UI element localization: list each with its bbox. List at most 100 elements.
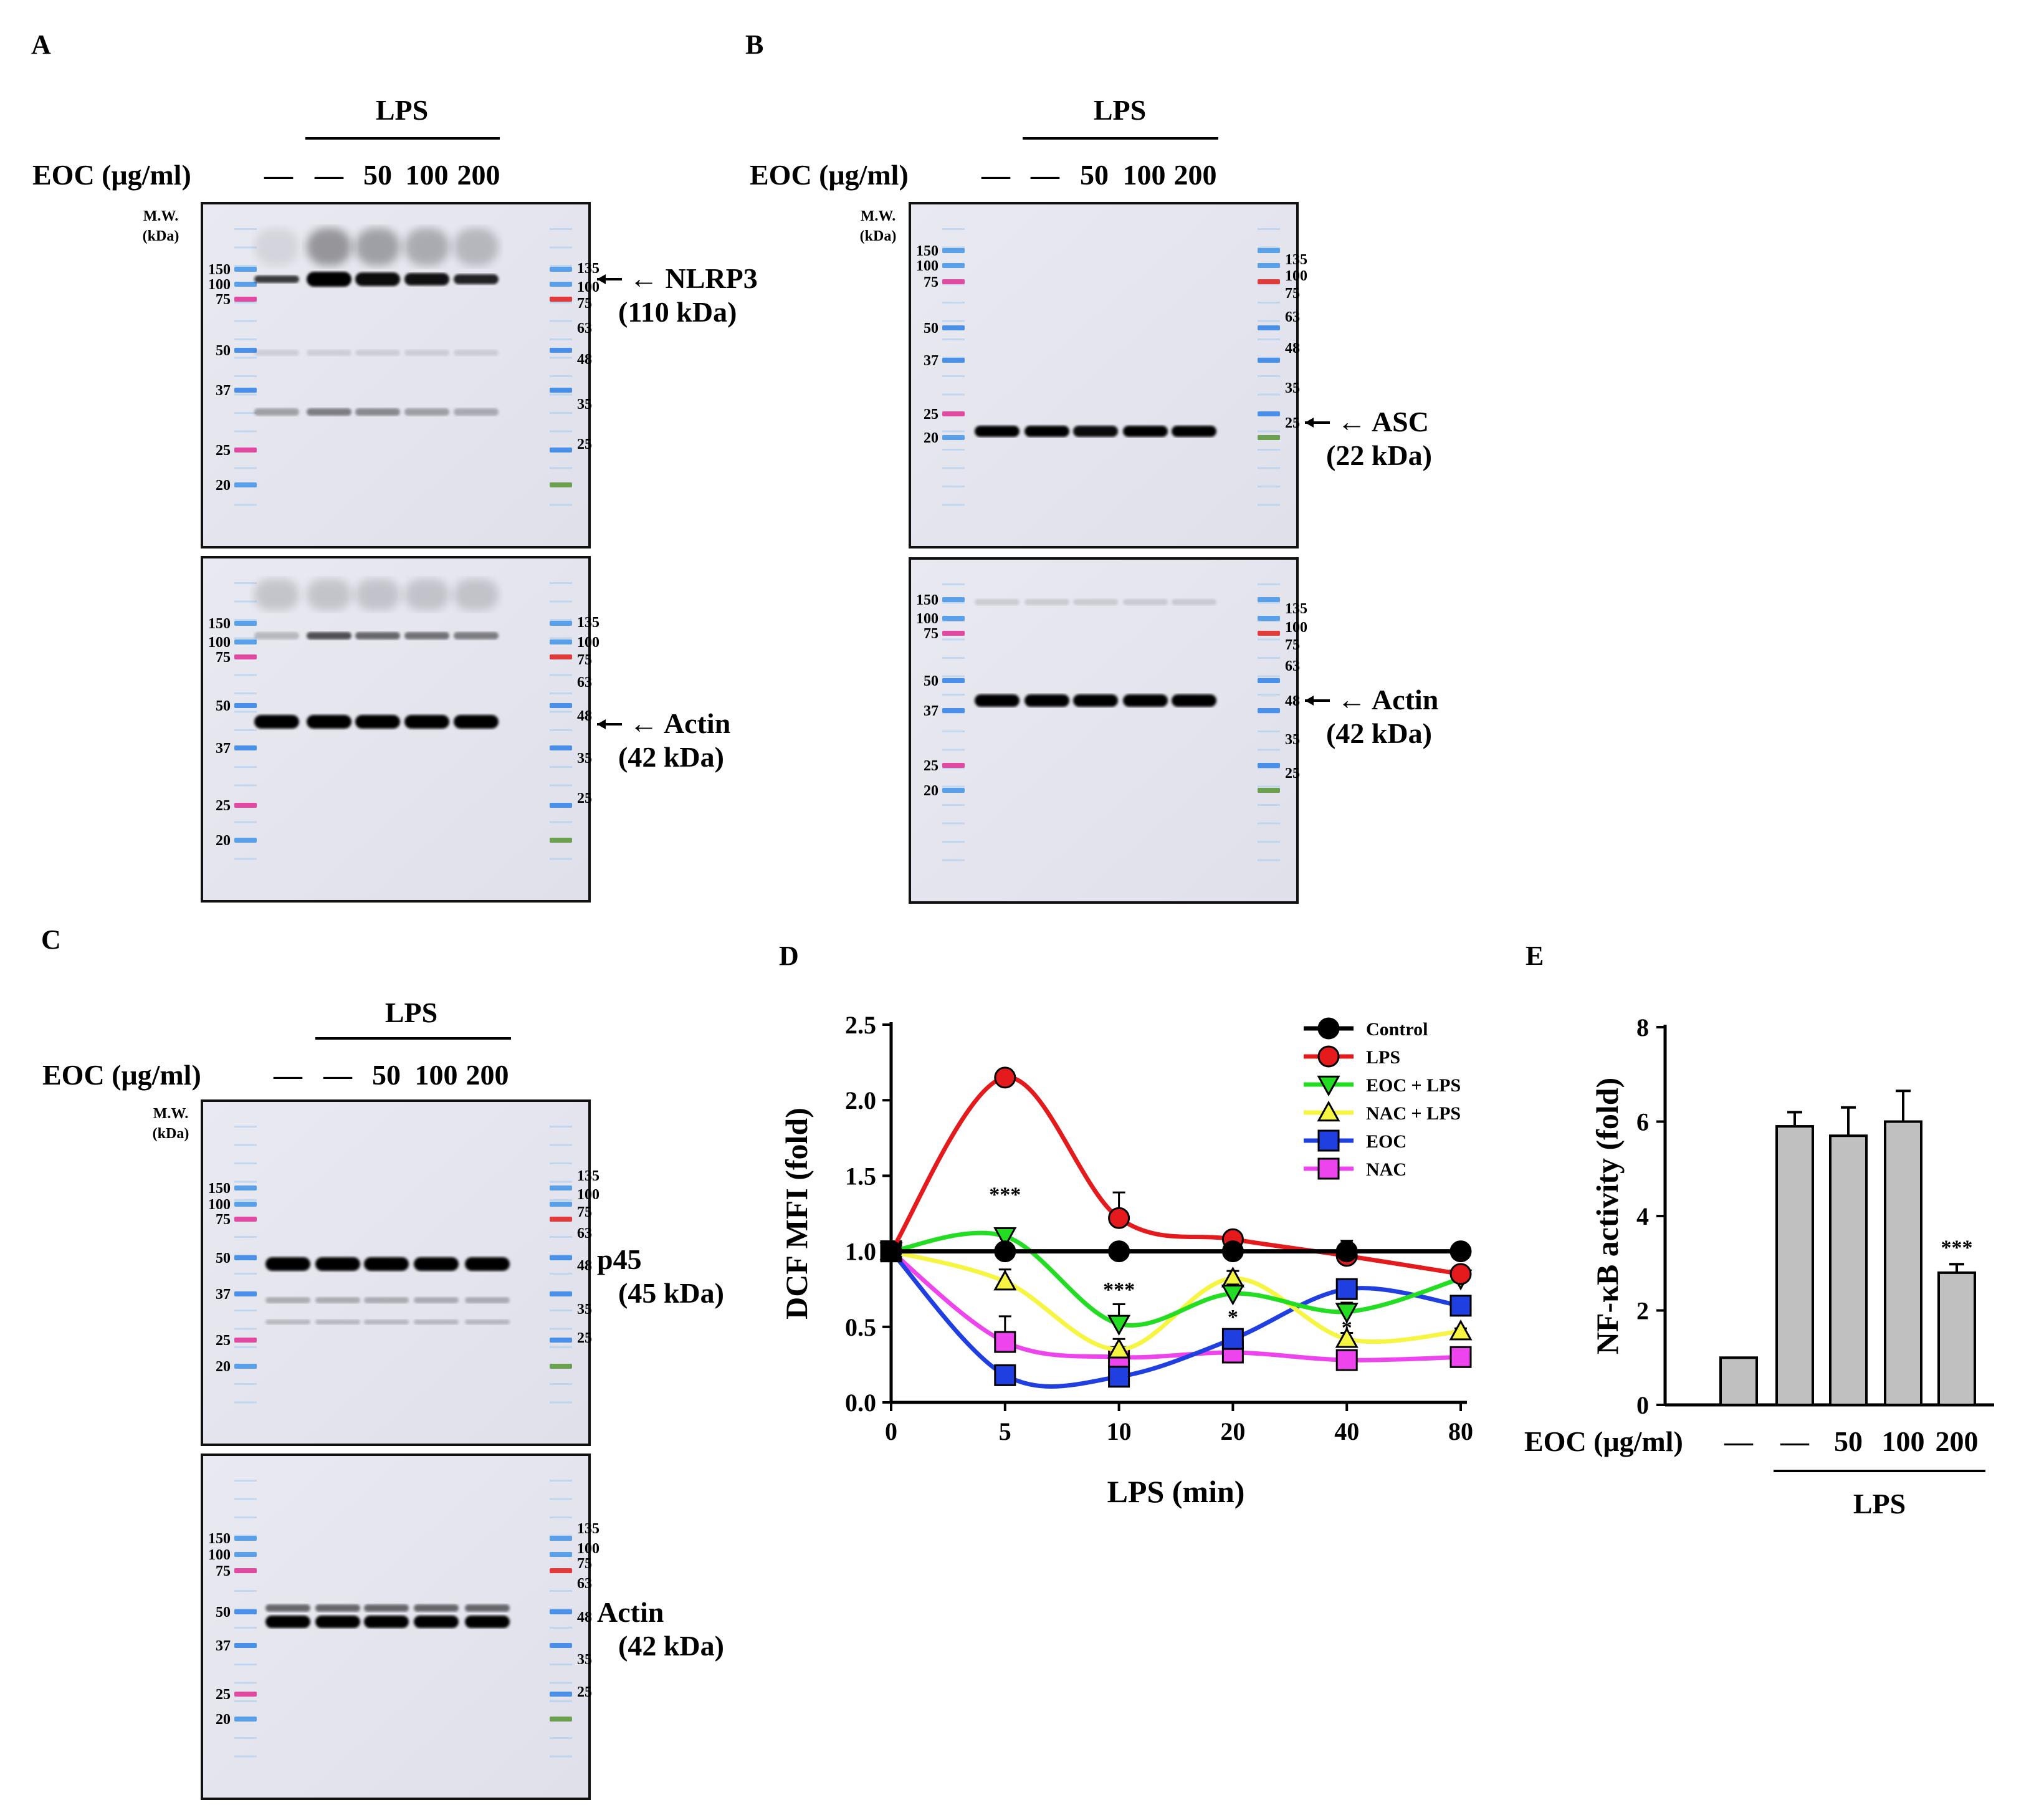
data-point	[1317, 1045, 1340, 1068]
ladder-left-band	[234, 703, 257, 708]
ladder-right-faint	[1258, 486, 1280, 487]
ladder-left-band	[234, 1338, 257, 1343]
lane-label: —	[314, 159, 344, 191]
ladder-left-band	[942, 616, 965, 621]
ladder-left-band	[234, 745, 257, 750]
ladder-left-faint	[234, 1627, 257, 1629]
ladder-left-faint	[234, 1700, 257, 1702]
mw-marker-left: 75	[216, 292, 231, 308]
mw-header-unit: (kDa)	[143, 228, 179, 244]
data-point	[1449, 1295, 1472, 1317]
ladder-left-faint	[942, 841, 965, 843]
ladder-left-faint	[234, 357, 257, 359]
ladder-left-faint	[234, 1516, 257, 1518]
ladder-right-faint	[550, 1737, 572, 1739]
protein-band	[465, 1257, 510, 1271]
ladder-right-band	[550, 1217, 572, 1222]
lane-label: —	[264, 159, 294, 191]
protein-band	[454, 579, 499, 610]
treatment-header-b: LPS EOC (μg/ml) — — 50 100 200	[750, 94, 1218, 191]
data-point	[1449, 1263, 1472, 1285]
ladder-left-band	[942, 263, 965, 268]
ladder-left-faint	[234, 1236, 257, 1238]
ladder-left-faint	[942, 467, 965, 469]
legend-entry: Control	[1304, 1017, 1428, 1040]
ladder-right-faint	[550, 265, 572, 267]
ladder-right-faint	[550, 1401, 572, 1404]
series-nac-lps	[879, 1239, 1473, 1359]
ladder-right-faint	[550, 246, 572, 249]
ladder-right-faint	[550, 467, 572, 469]
protein-band	[254, 275, 299, 283]
ladder-right-faint	[550, 711, 572, 713]
protein-band	[454, 228, 499, 266]
mw-marker-right: 135	[577, 615, 599, 631]
mw-marker-left: 150	[208, 262, 231, 278]
y-tick-label: 0.0	[845, 1389, 876, 1417]
protein-band	[454, 632, 499, 639]
ladder-left-faint	[234, 430, 257, 433]
x-tick-label: 100	[1882, 1425, 1925, 1457]
data-point	[1335, 1327, 1359, 1348]
data-point	[994, 1331, 1016, 1353]
ladder-left-faint	[942, 822, 965, 825]
ladder-right-band	[550, 1291, 572, 1296]
protein-band	[1073, 694, 1118, 707]
ladder-left-faint	[942, 767, 965, 769]
ladder-left-faint	[942, 449, 965, 451]
mw-marker-left: 100	[208, 635, 231, 651]
ladder-left-faint	[942, 859, 965, 861]
mw-marker-right: 75	[577, 1556, 592, 1572]
eoc-label: EOC (μg/ml)	[42, 1059, 201, 1091]
protein-band	[1024, 694, 1069, 707]
protein-band	[364, 1616, 409, 1628]
ladder-right-faint	[550, 1162, 572, 1164]
ladder-left-faint	[942, 694, 965, 696]
legend-label: EOC	[1366, 1131, 1406, 1152]
ladder-right-faint	[550, 1126, 572, 1128]
ladder-right-faint	[1258, 675, 1280, 678]
ladder-left-faint	[234, 228, 257, 230]
mw-marker-left: 150	[916, 243, 938, 259]
protein-band	[364, 1320, 409, 1324]
panel-label-b: B	[745, 29, 763, 60]
protein-band	[265, 1257, 310, 1271]
target-protein-label: ← Actin	[629, 707, 730, 739]
protein-band	[307, 715, 351, 729]
ladder-left-faint	[942, 583, 965, 585]
ladder-left-band	[234, 267, 257, 272]
y-tick-label: 2	[1636, 1297, 1649, 1325]
blot-membrane	[909, 202, 1299, 548]
mw-marker-right: 25	[577, 1684, 592, 1700]
ladder-right-faint	[550, 1700, 572, 1702]
ladder-left-band	[234, 1568, 257, 1573]
y-tick-label: 2.5	[845, 1011, 876, 1039]
ladder-right-faint	[550, 1682, 572, 1684]
ladder-left-band	[234, 448, 257, 453]
ladder-left-faint	[942, 749, 965, 751]
mw-marker-right: 75	[1285, 637, 1300, 653]
protein-band	[364, 1257, 409, 1271]
protein-band	[265, 1297, 310, 1303]
ladder-right-faint	[1258, 841, 1280, 843]
ladder-left-faint	[942, 302, 965, 304]
panel-label-d: D	[779, 941, 799, 971]
mw-marker-right: 48	[577, 1258, 592, 1274]
protein-band	[355, 579, 400, 610]
protein-band	[975, 426, 1020, 437]
ladder-right-faint	[550, 1480, 572, 1482]
protein-band	[414, 1616, 459, 1628]
protein-band	[1073, 599, 1118, 605]
mw-marker-right: 35	[577, 750, 592, 767]
y-tick-label: 0.5	[845, 1313, 876, 1341]
blot-c-actin: 15010075503725201351007563483525Actin(42…	[201, 1454, 724, 1800]
mw-marker-left: 20	[216, 1359, 231, 1375]
mw-marker-left: 37	[216, 740, 231, 757]
data-point	[1317, 1017, 1340, 1040]
y-tick-label: 1.0	[845, 1238, 876, 1266]
mw-marker-right: 48	[577, 708, 592, 724]
ladder-right-band	[1258, 358, 1280, 363]
ladder-left-faint	[234, 1199, 257, 1201]
ladder-left-band	[234, 1202, 257, 1207]
